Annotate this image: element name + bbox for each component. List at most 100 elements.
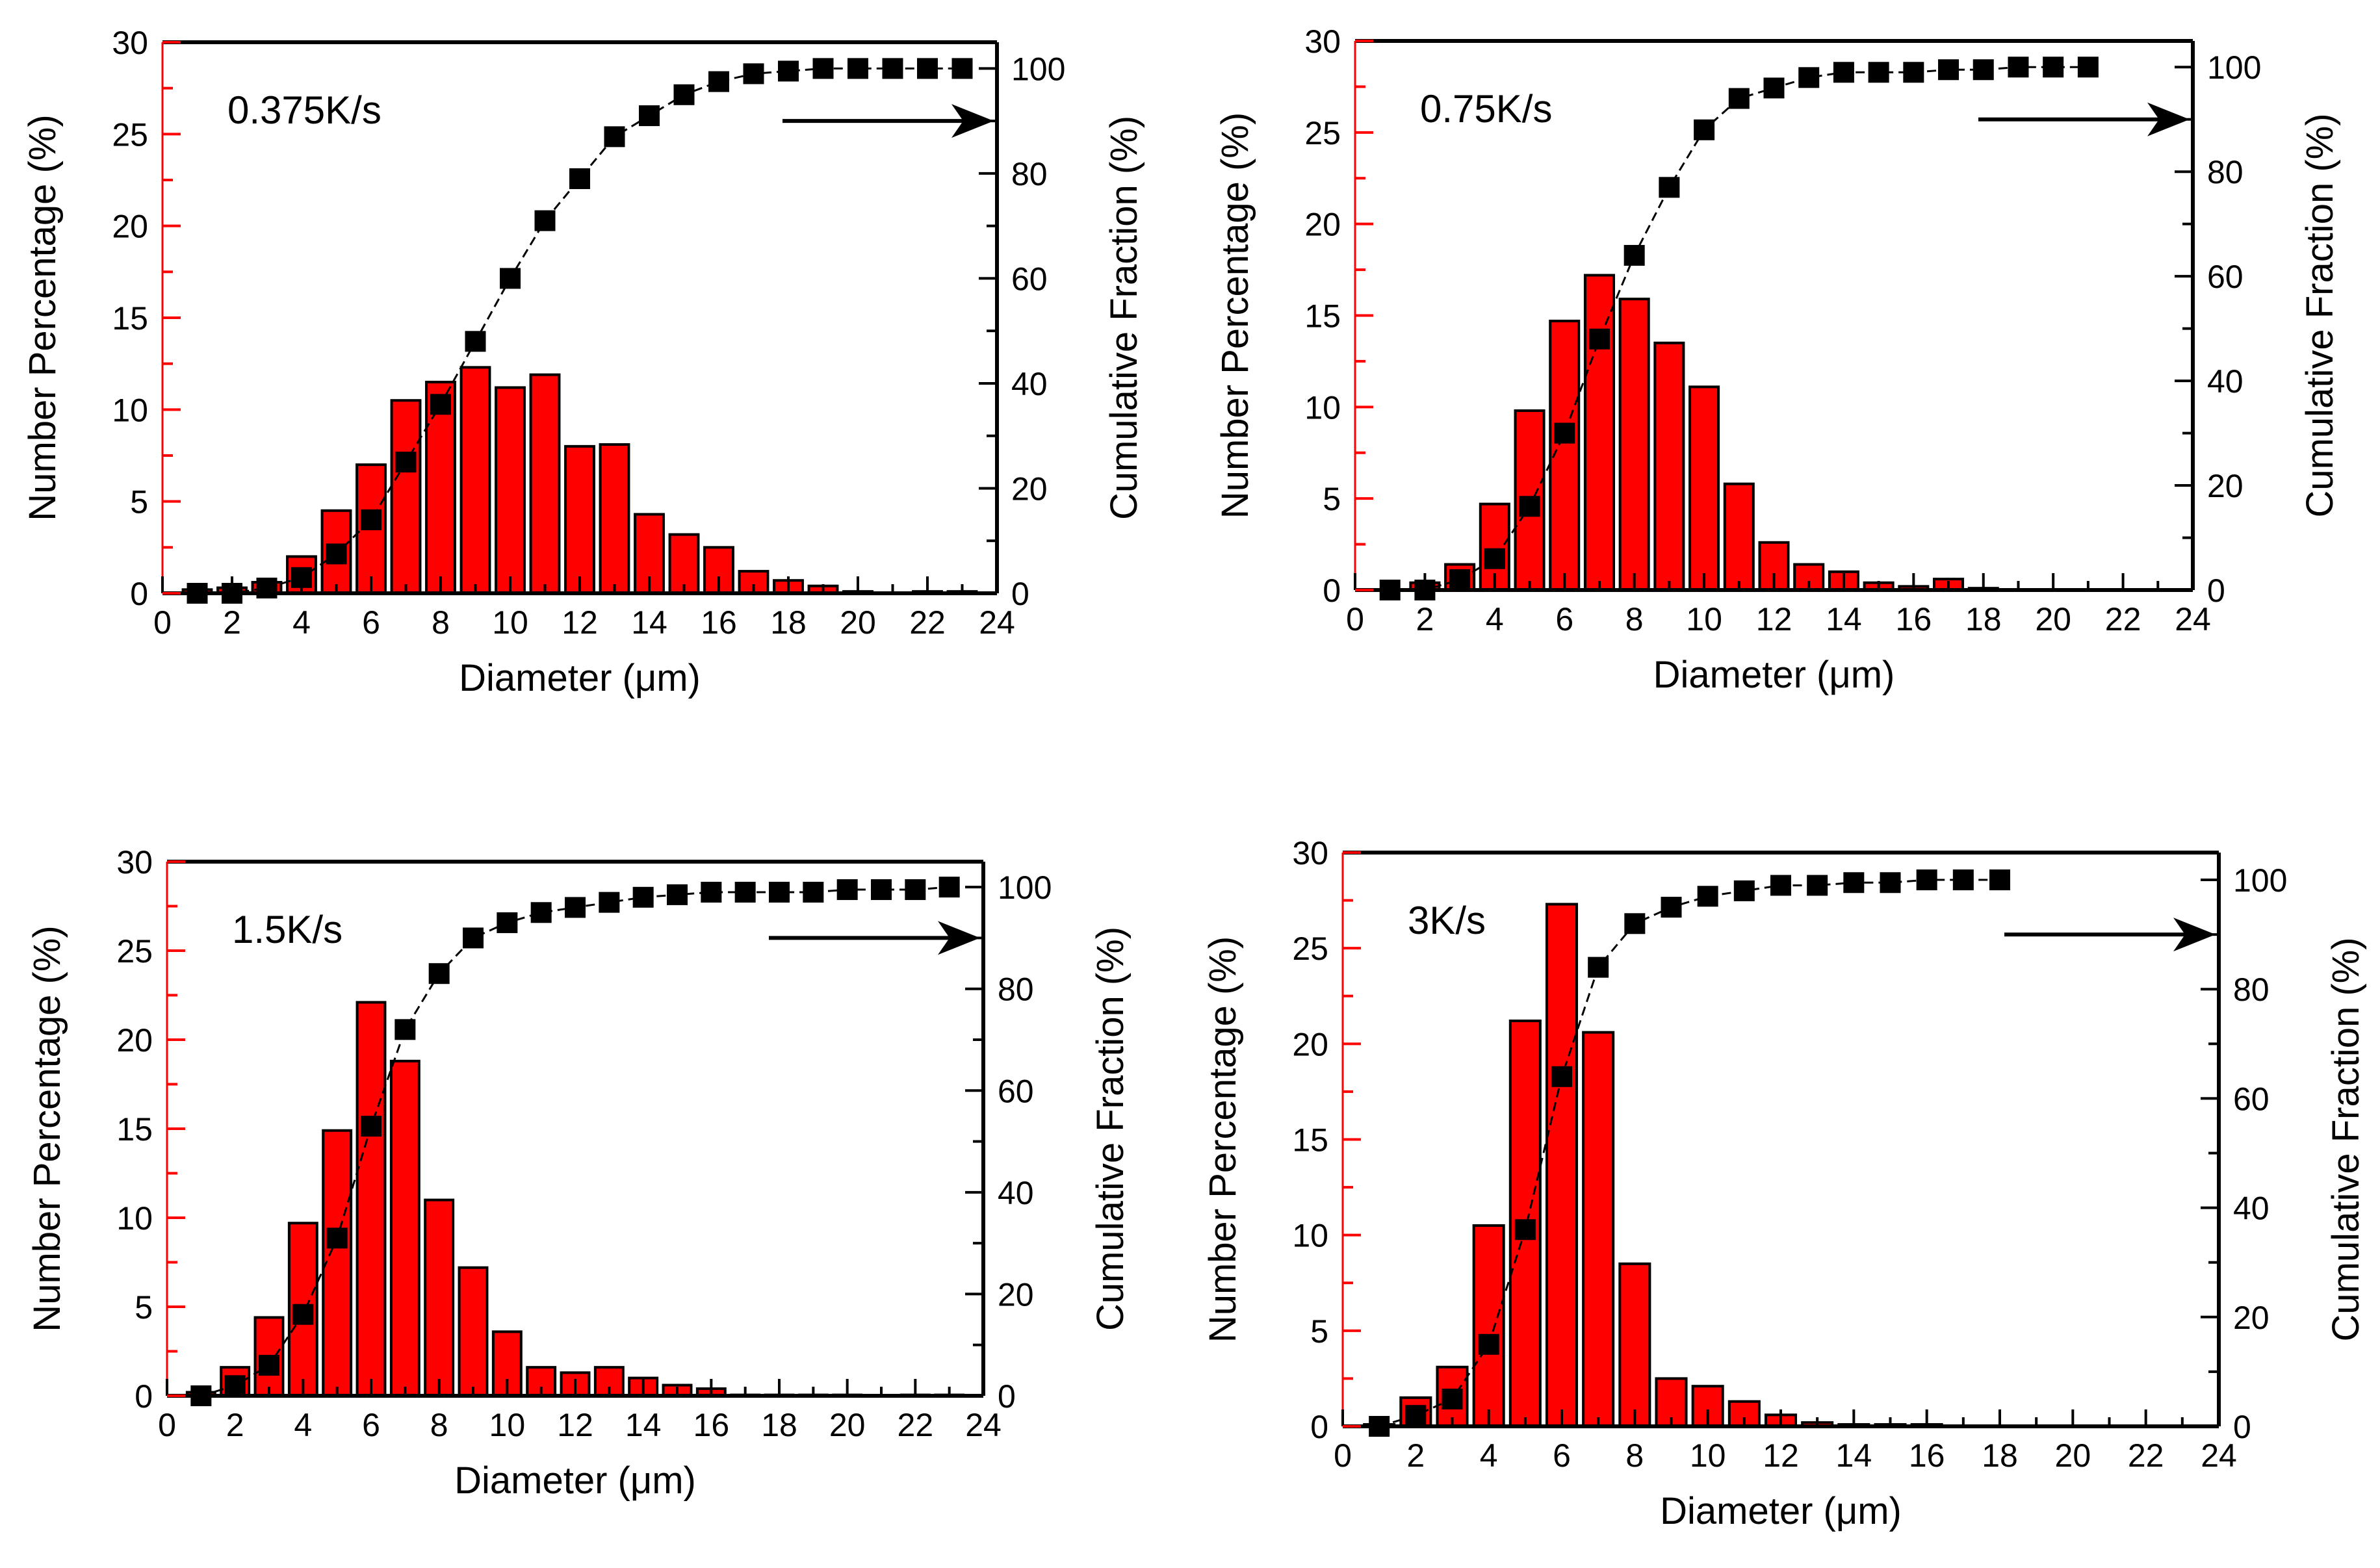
bar: [424, 1198, 455, 1397]
y2-tick-label: 80: [1011, 156, 1048, 192]
x-axis-label: Diameter (μm): [1653, 654, 1895, 696]
cumulative-marker: [701, 881, 722, 903]
bar: [458, 1266, 489, 1397]
cumulative-marker: [803, 881, 824, 903]
cumulative-marker: [569, 168, 590, 189]
x-tick-label: 2: [1406, 1437, 1425, 1474]
x-tick-label: 24: [2201, 1437, 2237, 1474]
y2-tick-label: 0: [2233, 1409, 2251, 1445]
y2-tick-label: 20: [1011, 470, 1048, 507]
x-tick-label: 14: [1836, 1437, 1872, 1474]
cumulative-marker: [1519, 496, 1540, 517]
y2-tick-label: 0: [998, 1378, 1016, 1415]
y2-tick-label: 40: [1011, 366, 1048, 402]
cumulative-marker: [2077, 57, 2099, 78]
y-tick-label: 15: [1304, 298, 1341, 335]
x-axis-label: Diameter (μm): [454, 1459, 696, 1502]
x-tick-label: 0: [1346, 601, 1364, 637]
cumulative-marker: [708, 71, 729, 92]
y-tick-label: 5: [1323, 481, 1341, 517]
cumulative-marker: [871, 879, 892, 901]
x-tick-label: 10: [1690, 1437, 1726, 1474]
x-tick-label: 24: [2175, 601, 2211, 637]
cumulative-marker: [565, 897, 586, 918]
cumulative-marker: [500, 268, 521, 289]
y-tick-label: 30: [1304, 23, 1341, 60]
x-tick-label: 20: [2055, 1437, 2091, 1474]
y2-tick-label: 40: [2207, 363, 2244, 400]
x-tick-label: 16: [1909, 1437, 1945, 1474]
x-axis-label: Diameter (μm): [459, 657, 701, 699]
cumulative-marker: [326, 543, 347, 565]
cumulative-marker: [1952, 869, 1974, 891]
bar: [390, 399, 422, 595]
x-tick-label: 6: [1555, 601, 1573, 637]
y2-tick-label: 100: [1011, 51, 1065, 87]
cumulative-marker: [951, 58, 973, 79]
cumulative-marker: [1733, 880, 1755, 901]
x-tick-label: 18: [1982, 1437, 2018, 1474]
cumulative-marker: [769, 881, 790, 903]
cumulative-marker: [534, 210, 556, 231]
y2-tick-label: 40: [2233, 1190, 2270, 1227]
x-tick-label: 0: [158, 1407, 176, 1443]
cumulative-marker: [497, 912, 518, 933]
cumulative-marker: [1697, 886, 1718, 907]
x-tick-label: 8: [1625, 601, 1644, 637]
y2-tick-label: 80: [998, 971, 1034, 1008]
cumulative-marker: [1624, 913, 1646, 934]
y2-tick-label: 60: [2233, 1081, 2270, 1117]
cumulative-line: [197, 67, 963, 595]
y-tick-label: 25: [112, 116, 148, 153]
cumulative-marker: [1478, 1333, 1499, 1355]
y2-tick-label: 100: [998, 869, 1052, 906]
y2-tick-label: 20: [998, 1276, 1034, 1313]
cumulative-marker: [1798, 67, 1820, 88]
y-tick-label: 25: [1292, 931, 1328, 967]
cumulative-marker: [673, 84, 695, 105]
cumulative-marker: [632, 886, 654, 908]
x-tick-label: 22: [2105, 601, 2141, 637]
cumulative-marker: [1973, 59, 1994, 81]
cumulative-marker: [1843, 872, 1865, 893]
bar: [1583, 274, 1615, 591]
cumulative-marker: [2008, 57, 2029, 78]
y2-tick-label: 0: [1011, 576, 1029, 612]
x-tick-label: 22: [898, 1407, 934, 1443]
x-tick-label: 0: [1334, 1437, 1352, 1474]
cumulative-marker: [428, 963, 450, 984]
rate-annotation: 0.75K/s: [1420, 87, 1552, 131]
chart-panel-3: 0 2 4 6 8 10 12 14 16 18 20 22 240510152025300204060…: [26, 844, 1132, 1502]
arrowhead-icon: [2147, 102, 2190, 136]
cumulative-marker: [361, 1116, 382, 1137]
cumulative-marker: [395, 1019, 416, 1040]
y-axis-label: Number Percentage (%): [1214, 112, 1256, 519]
y-tick-label: 5: [130, 484, 148, 521]
x-tick-label: 18: [770, 604, 807, 641]
cumulative-marker: [836, 879, 858, 901]
cumulative-marker: [1514, 1219, 1536, 1240]
chart-panel-2: 0 2 4 6 8 10 12 14 16 18 20 22 240510152025300204060…: [1214, 23, 2341, 696]
x-tick-label: 12: [1756, 601, 1792, 637]
y2-tick-label: 100: [2233, 862, 2287, 899]
bar: [1688, 385, 1720, 591]
y-axis-label: Number Percentage (%): [1202, 936, 1244, 1343]
x-tick-label: 8: [430, 1407, 448, 1443]
chart-panel-1: 0 2 4 6 8 10 12 14 16 18 20 22 240510152025300204060…: [21, 25, 1145, 699]
x-tick-label: 6: [362, 1407, 380, 1443]
x-tick-label: 10: [489, 1407, 526, 1443]
x-tick-label: 4: [292, 604, 311, 641]
x-tick-label: 14: [625, 1407, 662, 1443]
bar: [1582, 1031, 1615, 1428]
cumulative-marker: [1868, 62, 1889, 83]
x-tick-label: 4: [1480, 1437, 1498, 1474]
y-tick-label: 30: [1292, 835, 1328, 871]
cumulative-marker: [734, 881, 756, 903]
y-tick-label: 20: [116, 1022, 153, 1059]
y-tick-label: 0: [1310, 1409, 1328, 1445]
rate-annotation: 3K/s: [1408, 899, 1486, 942]
y-tick-label: 0: [130, 576, 148, 612]
x-tick-label: 2: [223, 604, 241, 641]
x-tick-label: 14: [1826, 601, 1862, 637]
x-tick-label: 4: [294, 1407, 312, 1443]
